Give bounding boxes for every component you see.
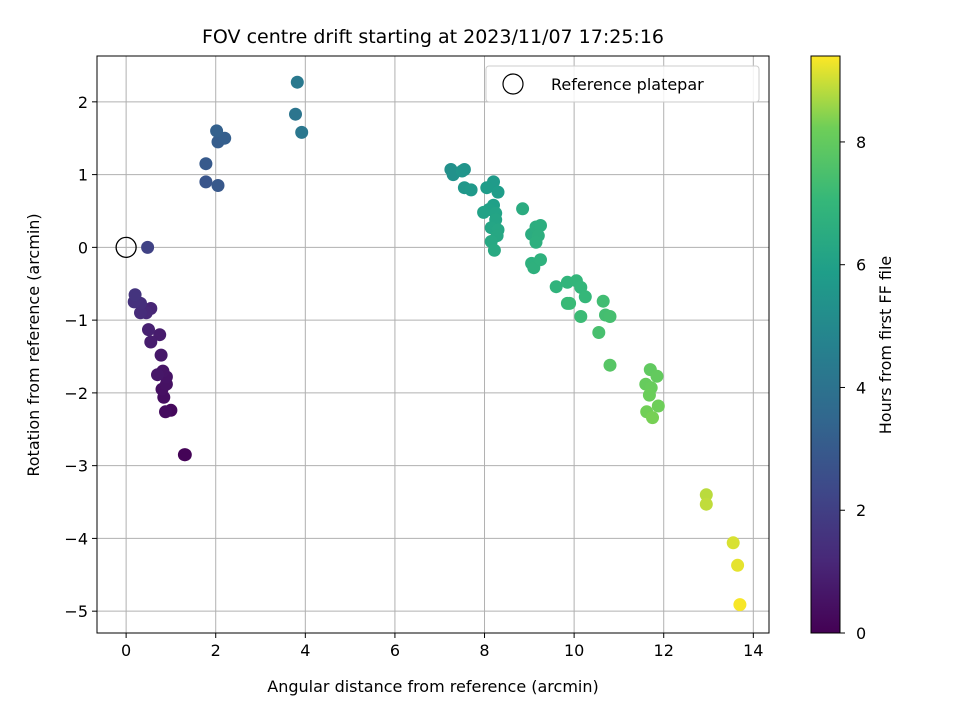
data-point — [178, 448, 192, 462]
colorbar-label: Hours from first FF file — [876, 256, 895, 435]
data-point — [563, 296, 577, 310]
x-tick-label: 10 — [564, 641, 584, 660]
x-tick-label: 14 — [743, 641, 763, 660]
data-point — [726, 536, 740, 550]
data-point — [477, 205, 491, 219]
x-tick-label: 2 — [211, 641, 221, 660]
data-point — [141, 240, 155, 254]
colorbar-tick-label: 6 — [856, 256, 866, 275]
y-tick-label: −3 — [64, 457, 88, 476]
data-point — [159, 405, 172, 419]
data-point — [154, 348, 168, 362]
data-point — [144, 335, 158, 349]
data-point — [199, 175, 213, 189]
data-point — [650, 369, 664, 383]
data-point — [646, 411, 659, 425]
data-point — [295, 125, 309, 139]
data-point — [592, 326, 606, 339]
data-point — [211, 179, 225, 192]
y-tick-label: −2 — [64, 384, 88, 403]
colorbar-tick-label: 0 — [856, 624, 866, 643]
x-tick-label: 8 — [479, 641, 489, 660]
data-point — [153, 328, 167, 342]
data-point — [210, 124, 224, 138]
data-point — [733, 598, 747, 612]
x-tick-label: 6 — [390, 641, 400, 660]
data-point — [455, 164, 469, 178]
x-tick-label: 4 — [300, 641, 310, 660]
legend-reference-marker — [502, 73, 524, 95]
data-point — [574, 310, 588, 323]
legend: Reference platepar — [485, 65, 760, 103]
data-point — [642, 388, 656, 402]
y-tick-label: 1 — [78, 166, 88, 185]
data-point — [529, 235, 543, 249]
data-point — [289, 107, 302, 121]
data-point — [534, 219, 547, 232]
data-point — [142, 323, 155, 337]
grid-lines — [97, 56, 769, 633]
data-point — [534, 253, 547, 267]
colorbar — [810, 55, 841, 634]
y-axis-ticks: −5 −4 −3 −2 −1 0 1 2 — [64, 93, 97, 621]
axes-frame — [96, 55, 770, 634]
colorbar-ticks: 0 2 4 6 8 — [840, 133, 866, 643]
data-point — [199, 157, 213, 171]
data-point — [603, 310, 617, 323]
data-point — [128, 288, 142, 302]
data-point — [134, 306, 147, 320]
legend-reference-label: Reference platepar — [551, 75, 704, 94]
data-point — [651, 399, 665, 413]
data-point — [699, 488, 713, 502]
x-tick-label: 12 — [654, 641, 674, 660]
data-point — [578, 290, 592, 304]
data-point — [480, 181, 494, 195]
chart-title: FOV centre drift starting at 2023/11/07 … — [202, 26, 664, 48]
legend-box — [485, 65, 760, 103]
colorbar-tick-label: 8 — [856, 133, 866, 152]
data-points — [127, 75, 747, 612]
data-point — [603, 358, 617, 372]
data-point — [491, 185, 505, 199]
data-point — [731, 558, 745, 572]
reference-marker — [115, 236, 137, 259]
data-point — [596, 294, 610, 308]
y-tick-label: −4 — [64, 529, 88, 548]
reference-marker-group — [115, 236, 137, 259]
x-tick-label: 0 — [121, 641, 131, 660]
colorbar-tick-label: 4 — [856, 378, 866, 397]
y-tick-label: 2 — [78, 93, 88, 112]
data-point — [290, 75, 304, 89]
colorbar-tick-label: 2 — [856, 501, 866, 520]
y-axis-label: Rotation from reference (arcmin) — [24, 213, 43, 476]
y-tick-label: −5 — [64, 602, 88, 621]
data-point — [464, 183, 478, 197]
x-axis-ticks: 0 2 4 6 8 10 12 14 — [121, 633, 763, 660]
data-point — [516, 202, 530, 216]
data-point — [549, 280, 563, 294]
data-point — [487, 243, 501, 257]
y-tick-label: −1 — [64, 311, 88, 330]
data-point — [699, 497, 713, 511]
y-tick-label: 0 — [78, 238, 88, 257]
data-point — [151, 368, 164, 382]
x-axis-label: Angular distance from reference (arcmin) — [267, 677, 598, 696]
